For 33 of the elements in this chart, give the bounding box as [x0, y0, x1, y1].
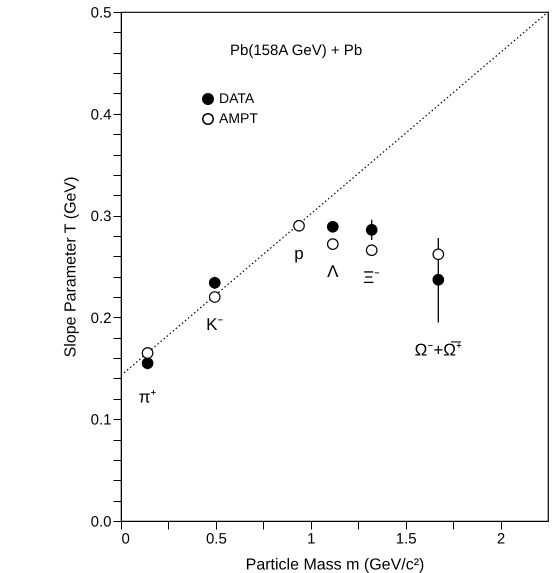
annotation: Ω⁻+Ω̅⁺: [414, 340, 462, 360]
x-tick-label: 1: [307, 530, 316, 548]
annotation: Pb(158A GeV) + Pb: [230, 42, 362, 59]
x-axis-title: Particle Mass m (GeV/c²): [246, 556, 424, 573]
point: [326, 220, 339, 233]
point: [366, 244, 378, 256]
legend-label: DATA: [219, 90, 255, 106]
annotation: Λ: [327, 262, 340, 282]
x-tick-label: 0: [122, 530, 130, 548]
annotation: Ξ⁻: [363, 268, 380, 288]
x-tick-label: 2: [496, 530, 506, 548]
y-axis-title: Slope Parameter T (GeV): [62, 176, 80, 358]
point: [208, 291, 221, 303]
point: [293, 220, 305, 232]
point: [432, 274, 444, 286]
y-tick-label: 0.4: [90, 106, 112, 124]
y-tick-label: 0.1: [90, 412, 112, 429]
x-tick-label: 0.5: [206, 530, 227, 548]
x-tick-label: 1.5: [396, 530, 417, 548]
point: [142, 357, 154, 370]
y-tick-label: 0.3: [90, 208, 112, 226]
point: [326, 238, 339, 250]
y-tick-label: 0.5: [90, 4, 112, 22]
annotation: K⁻: [206, 315, 224, 334]
annotation: p: [294, 244, 304, 263]
annotation: π⁺: [138, 387, 156, 406]
point: [366, 224, 378, 236]
point: [432, 248, 444, 260]
y-tick-label: 0.0: [90, 514, 112, 530]
point: [208, 276, 221, 289]
legend-label: AMPT: [219, 110, 258, 126]
y-tick-label: 0.2: [90, 310, 112, 327]
point: [142, 347, 154, 359]
